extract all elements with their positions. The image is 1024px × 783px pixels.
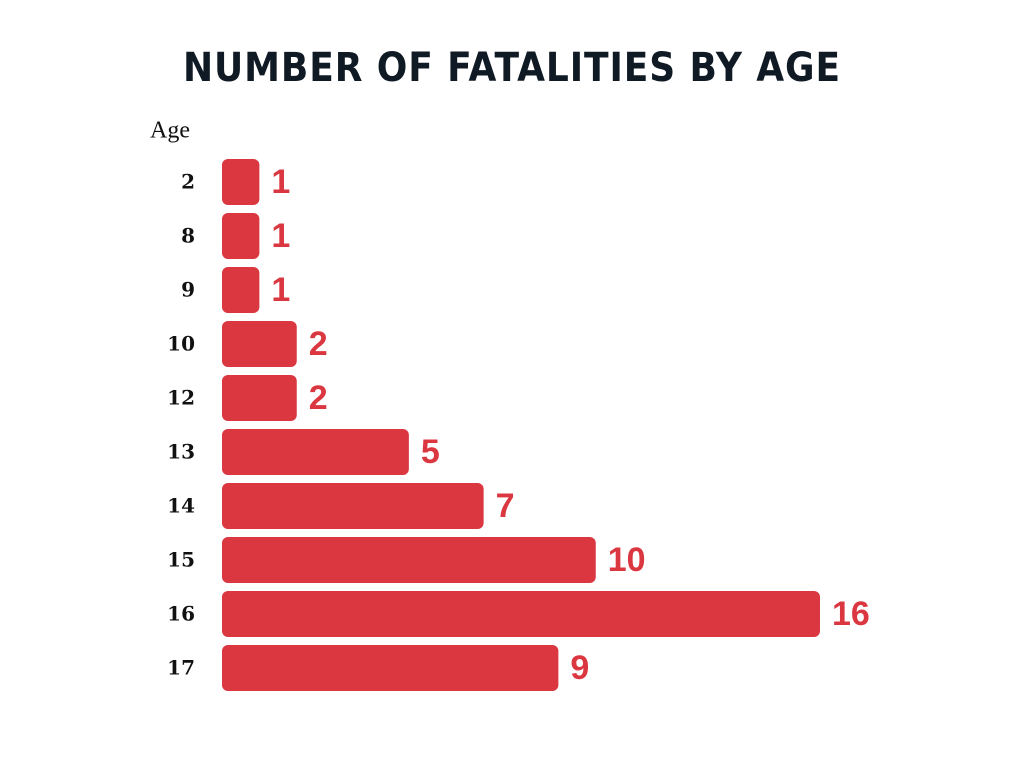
bar xyxy=(222,267,260,313)
y-axis-label: Age xyxy=(150,118,190,144)
bar xyxy=(222,645,559,691)
y-tick-label: 14 xyxy=(167,494,195,518)
y-tick-label: 12 xyxy=(167,386,195,410)
y-tick-label: 10 xyxy=(167,332,195,356)
data-label: 5 xyxy=(421,433,440,471)
bar xyxy=(222,213,260,259)
y-tick-label: 8 xyxy=(181,224,195,248)
chart-title: NUMBER OF FATALITIES BY AGE xyxy=(183,44,841,90)
y-tick-label: 9 xyxy=(181,278,195,302)
y-tick-label: 15 xyxy=(167,548,195,572)
y-tick-label: 2 xyxy=(181,170,195,194)
data-label: 1 xyxy=(271,271,290,309)
bar xyxy=(222,159,260,205)
bar xyxy=(222,429,409,475)
y-tick-label: 17 xyxy=(167,656,195,680)
y-tick-label: 13 xyxy=(167,440,195,464)
bar xyxy=(222,537,596,583)
bar xyxy=(222,375,297,421)
data-label: 1 xyxy=(271,217,290,255)
bar xyxy=(222,321,297,367)
bar xyxy=(222,483,484,529)
data-label: 1 xyxy=(271,163,290,201)
bar xyxy=(222,591,820,637)
data-label: 2 xyxy=(309,325,328,363)
data-label: 7 xyxy=(496,487,515,525)
data-label: 2 xyxy=(309,379,328,417)
data-label: 9 xyxy=(570,649,589,687)
data-label: 10 xyxy=(608,541,646,579)
data-label: 16 xyxy=(832,595,870,633)
y-tick-label: 16 xyxy=(167,602,195,626)
